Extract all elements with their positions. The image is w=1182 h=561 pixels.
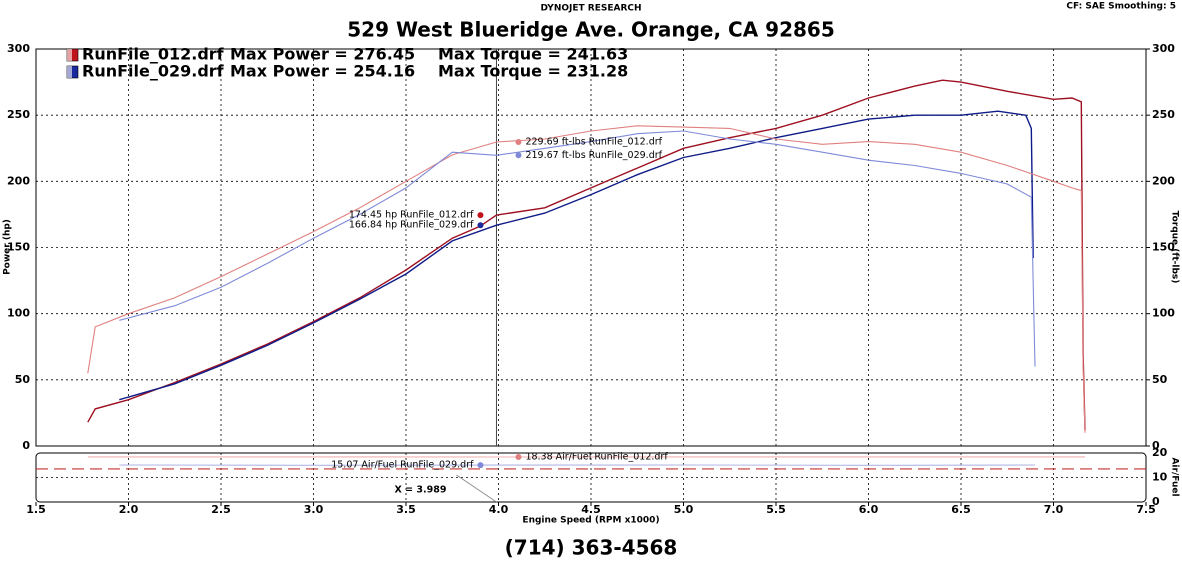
annotation-label: 18.38 Air/Fuel RunFile_012.drf <box>525 451 668 462</box>
y-tick-label: 200 <box>7 174 30 187</box>
x-tick-label: 2.5 <box>211 503 231 516</box>
annotation-label: 229.69 ft-lbs RunFile_012.drf <box>525 137 662 148</box>
af-axis-label: Air/Fuel <box>1170 457 1180 496</box>
x-tick-label: 4.0 <box>489 503 509 516</box>
annotation-label: 219.67 ft-lbs RunFile_029.drf <box>525 150 662 161</box>
annotation-label: 15.07 Air/Fuel RunFile_029.drf <box>331 460 474 471</box>
settings-text: CF: SAE Smoothing: 5 <box>1066 2 1176 12</box>
legend-name: RunFile_029.drf <box>82 62 225 81</box>
legend-max-torque: Max Torque = 241.63 <box>438 45 628 64</box>
y-tick-label: 150 <box>7 241 30 254</box>
legend-swatch <box>67 66 72 78</box>
y2-tick-label: 300 <box>1152 42 1175 55</box>
y-tick-label: 250 <box>7 108 30 121</box>
af-tick-label: 10 <box>1152 471 1168 484</box>
x-tick-label: 3.5 <box>396 503 416 516</box>
y2-tick-label: 250 <box>1152 108 1175 121</box>
y2-tick-label: 100 <box>1152 307 1175 320</box>
series-line <box>87 125 1086 433</box>
x-tick-label: 6.0 <box>859 503 879 516</box>
series-line <box>119 110 1034 401</box>
x-tick-label: 1.5 <box>26 503 46 516</box>
legend-swatch <box>67 49 72 61</box>
y2-tick-label: 0 <box>1152 439 1160 452</box>
x-tick-label: 5.5 <box>766 503 786 516</box>
legend-name: RunFile_012.drf <box>82 45 225 64</box>
y-axis-label: Power (hp) <box>3 219 13 275</box>
series-line <box>87 79 1086 431</box>
af-tick-label: 0 <box>1152 495 1160 508</box>
annotation-dot <box>477 222 484 229</box>
annotation-label: 166.84 hp RunFile_029.drf <box>349 220 474 231</box>
cursor-label: X = 3.989 <box>395 485 447 496</box>
legend-max-torque: Max Torque = 231.28 <box>438 62 628 81</box>
annotation-dot <box>515 453 522 460</box>
legend-max-power: Max Power = 254.16 <box>230 62 415 81</box>
legend-max-power: Max Power = 276.45 <box>230 45 415 64</box>
annotation-dot <box>477 212 484 219</box>
annotation-dot <box>515 139 522 146</box>
x-tick-label: 3.0 <box>304 503 324 516</box>
series-line <box>119 130 1036 367</box>
cursor-line <box>456 474 497 503</box>
x-tick-label: 6.5 <box>951 503 971 516</box>
y2-tick-label: 200 <box>1152 174 1175 187</box>
y2-tick-label: 50 <box>1152 373 1168 386</box>
x-tick-label: 5.0 <box>674 503 694 516</box>
y-tick-label: 100 <box>7 307 30 320</box>
header: DYNOJET RESEARCH <box>540 4 641 14</box>
x-tick-label: 2.0 <box>119 503 139 516</box>
x-tick-label: 7.0 <box>1044 503 1064 516</box>
footer: (714) 363-4568 <box>505 536 678 560</box>
af-tick-label: 20 <box>1152 446 1168 459</box>
y2-axis-label: Torque (ft-lbs) <box>1170 211 1180 284</box>
y-tick-label: 50 <box>15 373 31 386</box>
y-tick-label: 0 <box>22 439 30 452</box>
chart-title: 529 West Blueridge Ave. Orange, CA 92865 <box>347 18 835 42</box>
y2-tick-label: 150 <box>1152 241 1175 254</box>
annotation-dot <box>515 152 522 159</box>
annotation-dot <box>477 462 484 469</box>
x-axis-label: Engine Speed (RPM x1000) <box>522 516 659 526</box>
annotation-label: 174.45 hp RunFile_012.drf <box>349 210 474 221</box>
x-tick-label: 4.5 <box>581 503 601 516</box>
y-tick-label: 300 <box>7 42 30 55</box>
x-tick-label: 7.5 <box>1136 503 1156 516</box>
